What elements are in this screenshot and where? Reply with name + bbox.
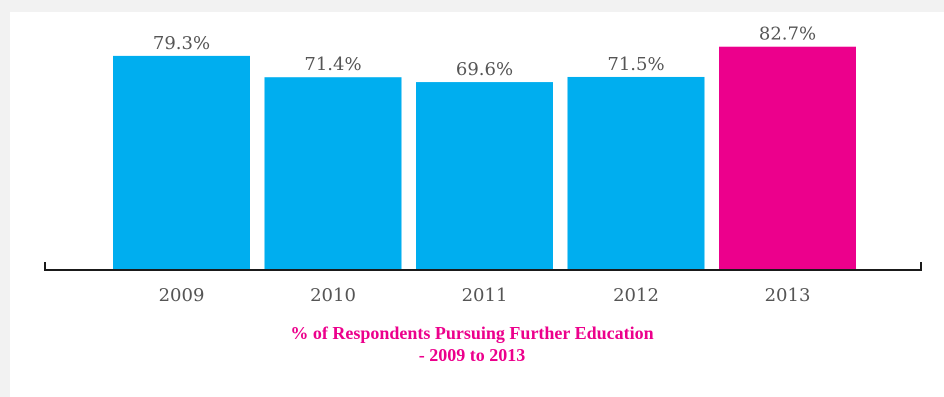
- category-label-2009: 2009: [159, 285, 205, 306]
- category-label-2013: 2013: [765, 285, 811, 306]
- chart-title-line-1: % of Respondents Pursuing Further Educat…: [290, 323, 654, 343]
- bars-group: [113, 46, 856, 271]
- category-label-2010: 2010: [310, 285, 356, 306]
- category-label-2011: 2011: [462, 285, 508, 306]
- bar-2009: [113, 55, 250, 270]
- value-labels-group: 79.3% 71.4% 69.6% 71.5% 82.7%: [153, 24, 816, 80]
- bar-2011: [416, 82, 553, 270]
- bar-2010: [264, 77, 402, 270]
- chart-title-line-2: - 2009 to 2013: [418, 345, 526, 365]
- value-label-2010: 71.4%: [304, 54, 361, 75]
- bar-2013: [719, 46, 856, 271]
- value-label-2009: 79.3%: [153, 33, 210, 54]
- value-label-2012: 71.5%: [607, 54, 664, 75]
- category-labels-group: 2009 2010 2011 2012 2013: [159, 285, 811, 306]
- category-label-2012: 2012: [613, 285, 659, 306]
- x-axis-line: [44, 262, 922, 271]
- value-label-2011: 69.6%: [456, 59, 513, 80]
- value-label-2013: 82.7%: [759, 24, 816, 45]
- bar-2012: [567, 76, 705, 270]
